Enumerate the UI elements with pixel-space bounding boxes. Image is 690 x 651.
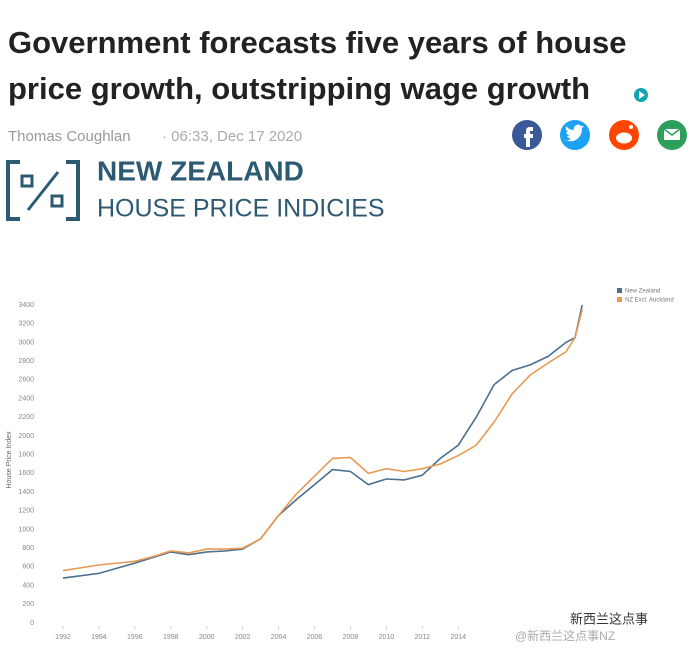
y-tick-label: 400 (22, 582, 34, 589)
share-reddit[interactable] (609, 120, 639, 150)
headline: Government forecasts five years of house (8, 25, 627, 60)
legend-swatch (617, 297, 622, 302)
y-tick-label: 1000 (18, 526, 34, 533)
x-tick-label: 2000 (199, 634, 215, 641)
author[interactable]: Thomas Coughlan (8, 128, 131, 145)
legend-swatch (617, 288, 622, 293)
y-axis-label: House Price Index (6, 431, 13, 489)
y-tick-label: 800 (22, 545, 34, 552)
y-tick-label: 200 (22, 601, 34, 608)
x-tick-label: 2010 (379, 634, 395, 641)
x-tick-label: 2006 (307, 634, 323, 641)
y-tick-label: 3000 (18, 339, 34, 346)
x-tick-label: 2014 (450, 634, 466, 641)
series-line (62, 309, 583, 572)
x-tick-label: 1992 (55, 634, 71, 641)
x-tick-label: 1998 (163, 634, 179, 641)
x-tick-label: 2012 (415, 634, 431, 641)
banner-subtitle: HOUSE PRICE INDICIES (97, 195, 385, 223)
y-tick-label: 3400 (18, 302, 34, 309)
x-tick-label: 2004 (271, 634, 287, 641)
headline: price growth, outstripping wage growth (8, 71, 590, 106)
y-tick-label: 2400 (18, 395, 34, 402)
x-tick-label: 2008 (343, 634, 359, 641)
x-tick-label: 1996 (127, 634, 143, 641)
share-facebook[interactable] (512, 120, 542, 150)
y-tick-label: 2200 (18, 414, 34, 421)
y-tick-label: 1600 (18, 470, 34, 477)
play-icon[interactable] (634, 88, 648, 102)
timestamp: · 06:33, Dec 17 2020 (162, 128, 302, 145)
watermark: @新西兰这点事NZ (515, 628, 615, 643)
y-tick-label: 2000 (18, 433, 34, 440)
y-tick-label: 2600 (18, 377, 34, 384)
y-tick-label: 0 (30, 620, 34, 627)
legend-label: NZ Excl. Auckland (625, 298, 674, 304)
x-tick-label: 1994 (91, 634, 107, 641)
banner-icon (6, 160, 80, 221)
y-tick-label: 3200 (18, 321, 34, 328)
watermark: 新西兰这点事 (570, 611, 648, 626)
legend-label: New Zealand (625, 289, 660, 295)
y-tick-label: 1800 (18, 451, 34, 458)
y-tick-label: 2800 (18, 358, 34, 365)
y-tick-label: 1200 (18, 508, 34, 515)
y-tick-label: 1400 (18, 489, 34, 496)
banner-title: NEW ZEALAND (97, 155, 304, 186)
x-tick-label: 2002 (235, 634, 251, 641)
series-line (62, 304, 583, 579)
share-email[interactable] (657, 120, 687, 150)
share-twitter[interactable] (560, 120, 590, 150)
y-tick-label: 600 (22, 564, 34, 571)
